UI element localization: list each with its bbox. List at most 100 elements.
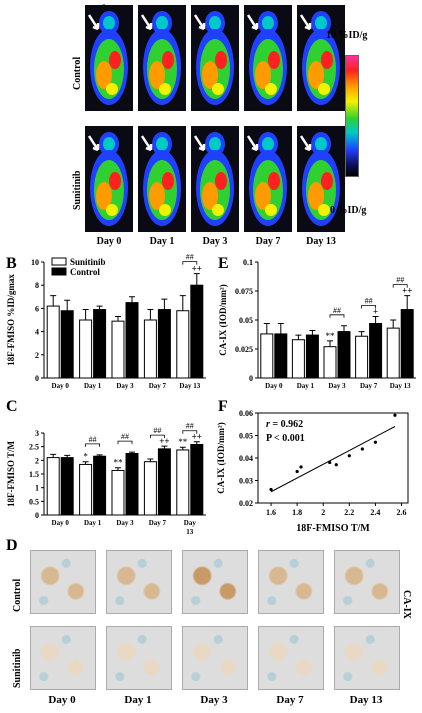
bar-sunitinib-2	[323, 346, 337, 379]
panel-label-d: D	[6, 537, 18, 554]
pet-image-sunitinib-2	[191, 126, 239, 232]
y-tick-label: 0.03	[239, 477, 253, 486]
bar-control-2	[337, 331, 351, 379]
x-tick-label: Day 3	[328, 382, 346, 390]
significance-hash: ##	[121, 432, 129, 441]
x-tick-label: Day 1	[84, 382, 102, 390]
chart-f: 1.6 1.8 2 2.2 2.4 2.6 0.02 0.03 0.04 0.05 0.06 18F-…	[216, 409, 409, 534]
error-bar	[115, 316, 121, 322]
error-bar	[277, 322, 284, 334]
x-tick-label: 1.6	[266, 508, 276, 517]
p-value: P < 0.001	[266, 433, 305, 444]
pet-image-control-0	[85, 5, 133, 111]
error-bar	[161, 298, 168, 310]
pet-image-sunitinib-1	[138, 126, 186, 232]
bar-control-1	[305, 334, 319, 379]
y-tick-label: 2	[35, 351, 39, 360]
error-bar	[263, 322, 270, 334]
ihc-image-control-4	[334, 550, 400, 614]
ihc-image-sunitinib-3	[258, 626, 324, 690]
bar-control-4	[190, 284, 204, 379]
data-point	[373, 440, 377, 444]
significance-bracket	[361, 305, 376, 309]
bar-control-2	[125, 453, 139, 516]
error-bar	[82, 309, 89, 320]
bar-control-3	[157, 309, 171, 379]
significance-plus: ++	[192, 432, 202, 442]
significance-hash: ##	[365, 297, 373, 306]
y-tick-label: 0.04	[239, 454, 253, 463]
error-bar	[115, 467, 121, 471]
correlation-r: r = 0.962	[266, 419, 303, 430]
significance-plus: +	[373, 307, 378, 317]
bar-sunitinib-0	[46, 457, 60, 516]
y-axis-label: 18F-FMISO T/M	[6, 440, 16, 507]
pet-day-label-0: Day 0	[96, 236, 122, 247]
bar-control-4	[400, 309, 414, 379]
bar-control-1	[93, 455, 107, 516]
y-tick-label: 0.025	[235, 345, 253, 354]
x-tick-label: 13	[186, 528, 194, 535]
data-point	[347, 454, 351, 458]
bar-control-2	[125, 302, 139, 379]
y-tick-label: 6	[35, 304, 39, 313]
error-bar	[404, 295, 411, 310]
x-tick-label: Day 13	[390, 382, 411, 390]
error-bar	[96, 305, 103, 310]
y-tick-label: 0	[35, 374, 39, 383]
significance-bracket	[117, 440, 133, 445]
error-bar	[179, 295, 186, 311]
ihc-day-label-4: Day 13	[349, 694, 383, 706]
bar-sunitinib-2	[111, 469, 125, 516]
bar-sunitinib-3	[143, 319, 157, 379]
pet-day-label-2: Day 3	[202, 236, 228, 247]
bar-control-0	[60, 457, 74, 516]
panel-label-c: C	[6, 398, 18, 415]
y-tick-label: 8	[35, 281, 39, 290]
data-point	[393, 413, 397, 417]
error-bar	[327, 340, 333, 347]
error-bar	[372, 316, 379, 324]
significance-star: **	[178, 437, 188, 447]
y-tick-label: 1.5	[29, 470, 39, 479]
data-point	[328, 460, 332, 465]
ihc-image-sunitinib-1	[106, 626, 172, 690]
ihc-row-label-sunitinib: Sunitinib	[12, 648, 23, 688]
bar-control-0	[60, 310, 74, 379]
significance-star: **	[326, 331, 336, 341]
x-tick-label: Day 13	[179, 382, 200, 390]
pet-image-sunitinib-4	[297, 126, 345, 232]
error-bar	[358, 331, 365, 337]
y-tick-label: 0.075	[235, 287, 253, 296]
y-tick-label: 2.5	[29, 443, 39, 452]
pet-image-sunitinib-0	[85, 126, 133, 232]
x-axis-label: 18F-FMISO T/M	[296, 523, 370, 534]
legend-label-control: Control	[70, 267, 100, 277]
error-bar	[96, 454, 103, 457]
legend-swatch-sunitinib	[51, 257, 67, 266]
y-tick-label: 0.1	[243, 258, 253, 267]
y-tick-label: 1	[35, 484, 39, 493]
panel-label-e: E	[218, 255, 229, 272]
pet-image-control-2	[191, 5, 239, 111]
legend-swatch-control	[51, 267, 67, 276]
y-tick-label: 0.02	[239, 499, 253, 508]
x-tick-label: 2.6	[396, 508, 406, 517]
significance-star: **	[114, 458, 124, 468]
x-tick-label: Day	[184, 519, 197, 527]
significance-hash: ##	[396, 276, 404, 285]
ihc-image-control-3	[258, 550, 324, 614]
bar-sunitinib-2	[111, 320, 125, 379]
significance-bracket	[182, 261, 198, 265]
significance-plus: ++	[192, 264, 202, 274]
pet-image-control-1	[138, 5, 186, 111]
y-tick-label: 0.05	[239, 316, 253, 325]
error-bar	[129, 451, 135, 454]
y-tick-label: 4	[35, 328, 39, 337]
ihc-stain-label: CA-IX	[401, 590, 412, 619]
ihc-image-control-1	[106, 550, 172, 614]
pet-image-control-4	[297, 5, 345, 111]
error-bar	[64, 454, 71, 458]
x-tick-label: 2.2	[344, 508, 354, 517]
